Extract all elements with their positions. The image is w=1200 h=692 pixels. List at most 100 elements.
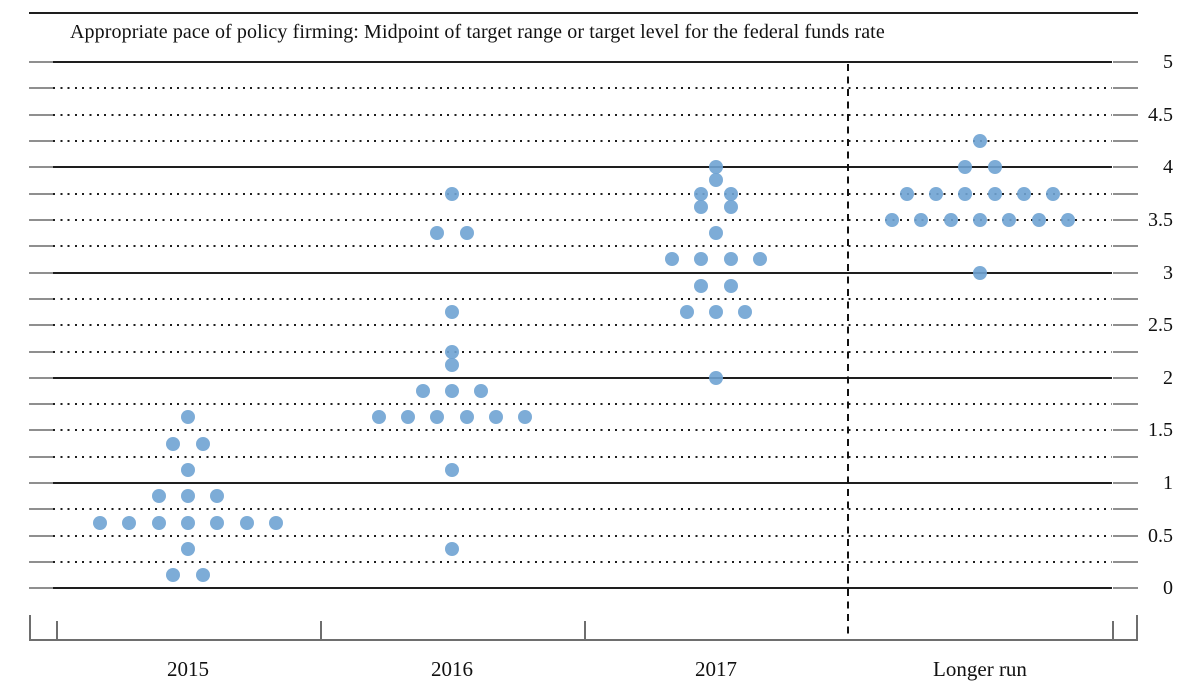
projection-dot [694,199,709,214]
gridline-tail [1113,61,1138,64]
gridline-lead [29,218,53,221]
gridline-dotted [53,324,1112,327]
gridline-lead [29,403,53,406]
projection-dot [401,410,416,425]
gridline-tail [1113,87,1138,90]
gridline-lead [29,166,53,169]
gridline-lead [29,376,53,379]
x-axis-tick [29,615,31,640]
gridline-lead [29,271,53,274]
chart-top-border [29,12,1138,14]
projection-dot [973,265,987,280]
projection-dot [1016,186,1031,201]
gridline-lead [29,87,53,90]
gridline-tail [1113,297,1138,300]
projection-dot [445,462,459,477]
projection-dot [459,410,474,425]
projection-dot [929,186,944,201]
projection-dot [1002,212,1017,227]
gridline-dotted [53,560,1112,563]
gridline-tail [1113,403,1138,406]
gridline-solid [53,587,1112,590]
gridline-lead [29,113,53,116]
gridline-lead [29,508,53,511]
gridline-lead [29,61,53,64]
gridline-tail [1113,245,1138,248]
projection-dot [885,212,900,227]
projection-dot [709,226,723,241]
projection-dot [973,212,987,227]
x-axis-category-label: 2015 [167,657,209,681]
gridline-tail [1113,560,1138,563]
projection-dot [973,134,987,149]
projection-dot [752,252,767,267]
projection-dot [518,410,533,425]
projection-dot [987,160,1002,175]
gridline-lead [29,587,53,590]
gridline-dotted [53,508,1112,511]
gridline-dotted [53,192,1112,195]
y-axis-tick-label: 3 [1163,261,1173,284]
y-axis-tick-label: 1 [1163,472,1173,495]
gridline-lead [29,140,53,143]
gridline-lead [29,534,53,537]
projection-dot [445,305,459,320]
projection-dot [987,186,1002,201]
projection-dot [958,186,973,201]
projection-dot [445,383,459,398]
gridline-tail [1113,218,1138,221]
projection-dot [958,160,973,175]
gridline-tail [1113,271,1138,274]
projection-dot [694,278,709,293]
gridline-dotted [53,218,1112,221]
projection-dot [181,489,195,504]
projection-dot [1060,212,1075,227]
x-axis-tick [320,621,322,640]
x-axis-tick [1136,615,1138,640]
projection-dot [122,515,137,530]
projection-dot [166,568,181,583]
y-axis-tick-label: 1.5 [1148,419,1173,442]
gridline-tail [1113,376,1138,379]
gridline-dotted [53,455,1112,458]
projection-dot [151,489,166,504]
projection-dot [430,410,445,425]
projection-dot [709,370,723,385]
gridline-solid [53,166,1112,169]
gridline-lead [29,297,53,300]
y-axis-tick-label: 4.5 [1148,103,1173,126]
gridline-lead [29,482,53,485]
gridline-solid [53,61,1112,64]
gridline-lead [29,324,53,327]
gridline-dotted [53,297,1112,300]
x-axis-tick [584,621,586,640]
y-axis-tick-label: 5 [1163,51,1173,74]
chart-title: Appropriate pace of policy firming: Midp… [70,21,885,43]
gridline-tail [1113,350,1138,353]
gridline-tail [1113,429,1138,432]
projection-dot [151,515,166,530]
gridline-tail [1113,482,1138,485]
y-axis-tick-label: 0 [1163,577,1173,600]
y-axis-tick-label: 4 [1163,156,1173,179]
projection-dot [239,515,254,530]
projection-dot [181,410,195,425]
projection-dot [679,305,694,320]
gridline-lead [29,350,53,353]
projection-dot [474,383,489,398]
projection-dot [166,436,181,451]
projection-dot [415,383,430,398]
projection-dot [459,226,474,241]
projection-dot [430,226,445,241]
y-axis-tick-label: 2 [1163,366,1173,389]
projection-dot [181,541,195,556]
gridline-dotted [53,534,1112,537]
gridline-tail [1113,324,1138,327]
gridline-lead [29,245,53,248]
dashed-separator-line [846,64,849,639]
x-axis-line [29,639,1138,641]
gridline-dotted [53,403,1112,406]
projection-dot [694,186,709,201]
projection-dot [1031,212,1046,227]
x-axis-category-label: Longer run [933,657,1027,681]
